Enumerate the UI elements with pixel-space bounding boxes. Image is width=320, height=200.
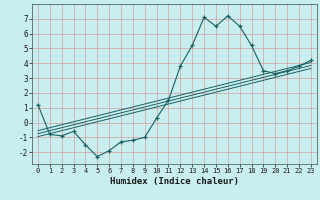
X-axis label: Humidex (Indice chaleur): Humidex (Indice chaleur): [110, 177, 239, 186]
